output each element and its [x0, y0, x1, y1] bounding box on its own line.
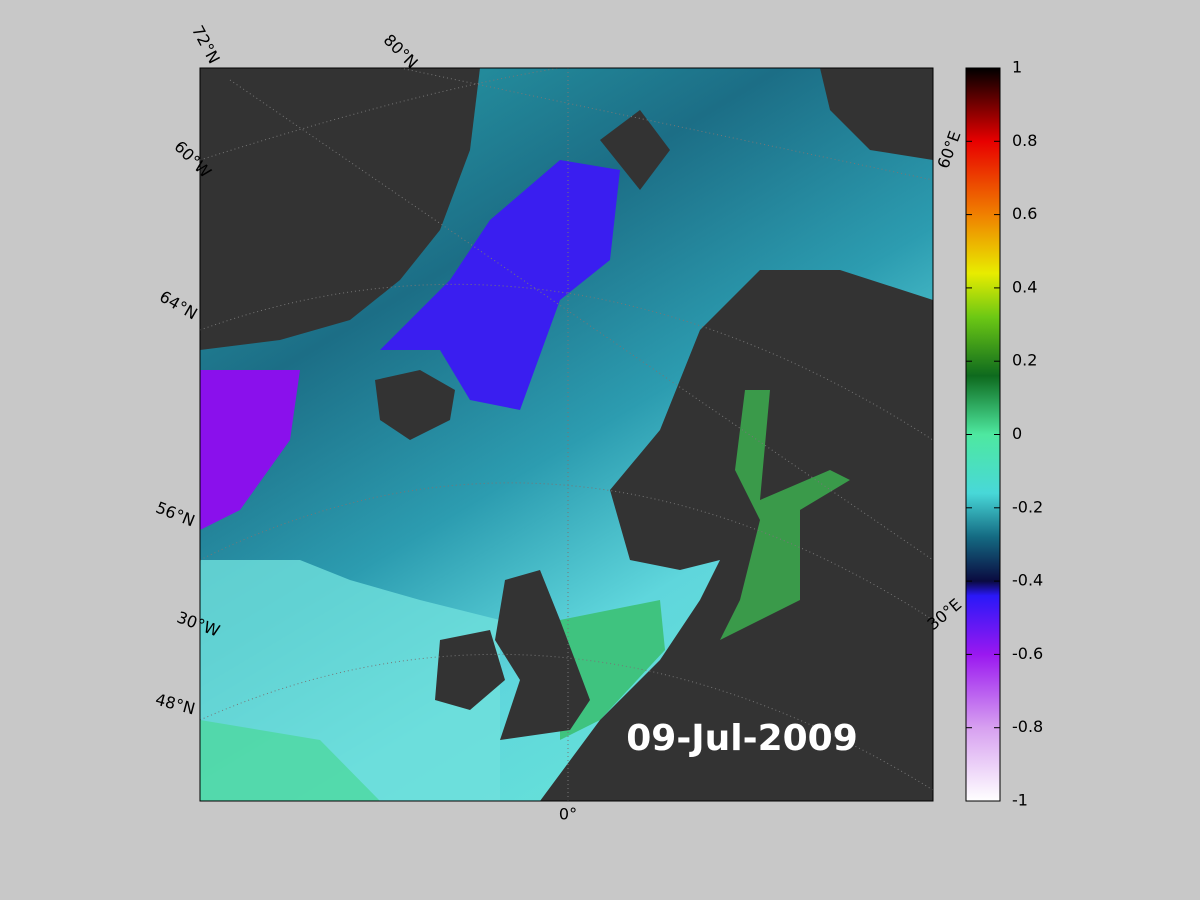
tick-label: 0.4 — [1012, 277, 1037, 296]
graticule — [200, 68, 561, 161]
baltic — [720, 390, 850, 640]
tick-label: 0.8 — [1012, 131, 1037, 150]
tick-label: -0.2 — [1012, 497, 1043, 516]
warm-water — [200, 720, 380, 801]
iceland — [375, 370, 455, 440]
graticule-label: 80°N — [380, 30, 422, 72]
graticule — [200, 283, 933, 441]
graticule — [399, 68, 933, 181]
tick-label: 0.2 — [1012, 351, 1037, 370]
tick-label: -0.4 — [1012, 571, 1043, 590]
graticule-label: 56°N — [153, 498, 198, 531]
date-label: 09-Jul-2009 — [626, 718, 858, 759]
tick-label: -0.6 — [1012, 644, 1043, 663]
tick-label: -1 — [1012, 791, 1028, 810]
map — [200, 68, 933, 801]
tick-label: 1 — [1012, 58, 1022, 77]
tick-label: -0.8 — [1012, 717, 1043, 736]
tick-label: 0 — [1012, 424, 1022, 443]
colorbar-ticks: 1 0.8 0.6 0.4 0.2 0 -0.2 -0.4 -0.6 -0.8 -1 — [966, 58, 1043, 810]
ireland — [435, 630, 505, 710]
tick-label: 0.6 — [1012, 204, 1037, 223]
graticule-label: 48°N — [153, 690, 197, 719]
anomaly-patch — [380, 160, 620, 410]
graticule-label: 60°E — [934, 128, 965, 171]
map-frame — [199, 67, 934, 802]
great-britain — [495, 570, 590, 740]
europe — [540, 270, 933, 801]
graticule-label: 64°N — [156, 287, 200, 324]
svalbard — [600, 110, 670, 190]
graticule-label: 72°N — [188, 22, 224, 67]
novaya-zemlya — [820, 68, 933, 160]
graticule — [200, 482, 933, 621]
graticule — [200, 653, 933, 791]
anomaly-patch — [200, 370, 300, 530]
graticule-label: 0° — [559, 805, 577, 824]
